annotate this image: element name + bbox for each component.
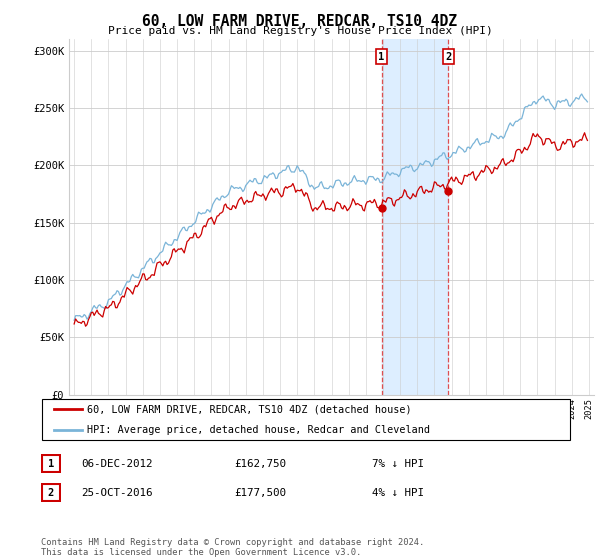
- Text: 2: 2: [445, 52, 451, 62]
- Text: £177,500: £177,500: [234, 488, 286, 498]
- Text: 06-DEC-2012: 06-DEC-2012: [81, 459, 152, 469]
- Text: HPI: Average price, detached house, Redcar and Cleveland: HPI: Average price, detached house, Redc…: [87, 424, 430, 435]
- Text: 60, LOW FARM DRIVE, REDCAR, TS10 4DZ (detached house): 60, LOW FARM DRIVE, REDCAR, TS10 4DZ (de…: [87, 404, 412, 414]
- Text: 1: 1: [379, 52, 385, 62]
- Text: 7% ↓ HPI: 7% ↓ HPI: [372, 459, 424, 469]
- Text: Price paid vs. HM Land Registry's House Price Index (HPI): Price paid vs. HM Land Registry's House …: [107, 26, 493, 36]
- Text: 25-OCT-2016: 25-OCT-2016: [81, 488, 152, 498]
- Text: 1: 1: [48, 459, 54, 469]
- Text: 4% ↓ HPI: 4% ↓ HPI: [372, 488, 424, 498]
- Bar: [382, 39, 448, 395]
- Text: 60, LOW FARM DRIVE, REDCAR, TS10 4DZ: 60, LOW FARM DRIVE, REDCAR, TS10 4DZ: [143, 14, 458, 29]
- Text: £162,750: £162,750: [234, 459, 286, 469]
- Text: 2: 2: [48, 488, 54, 498]
- Text: Contains HM Land Registry data © Crown copyright and database right 2024.
This d: Contains HM Land Registry data © Crown c…: [41, 538, 424, 557]
